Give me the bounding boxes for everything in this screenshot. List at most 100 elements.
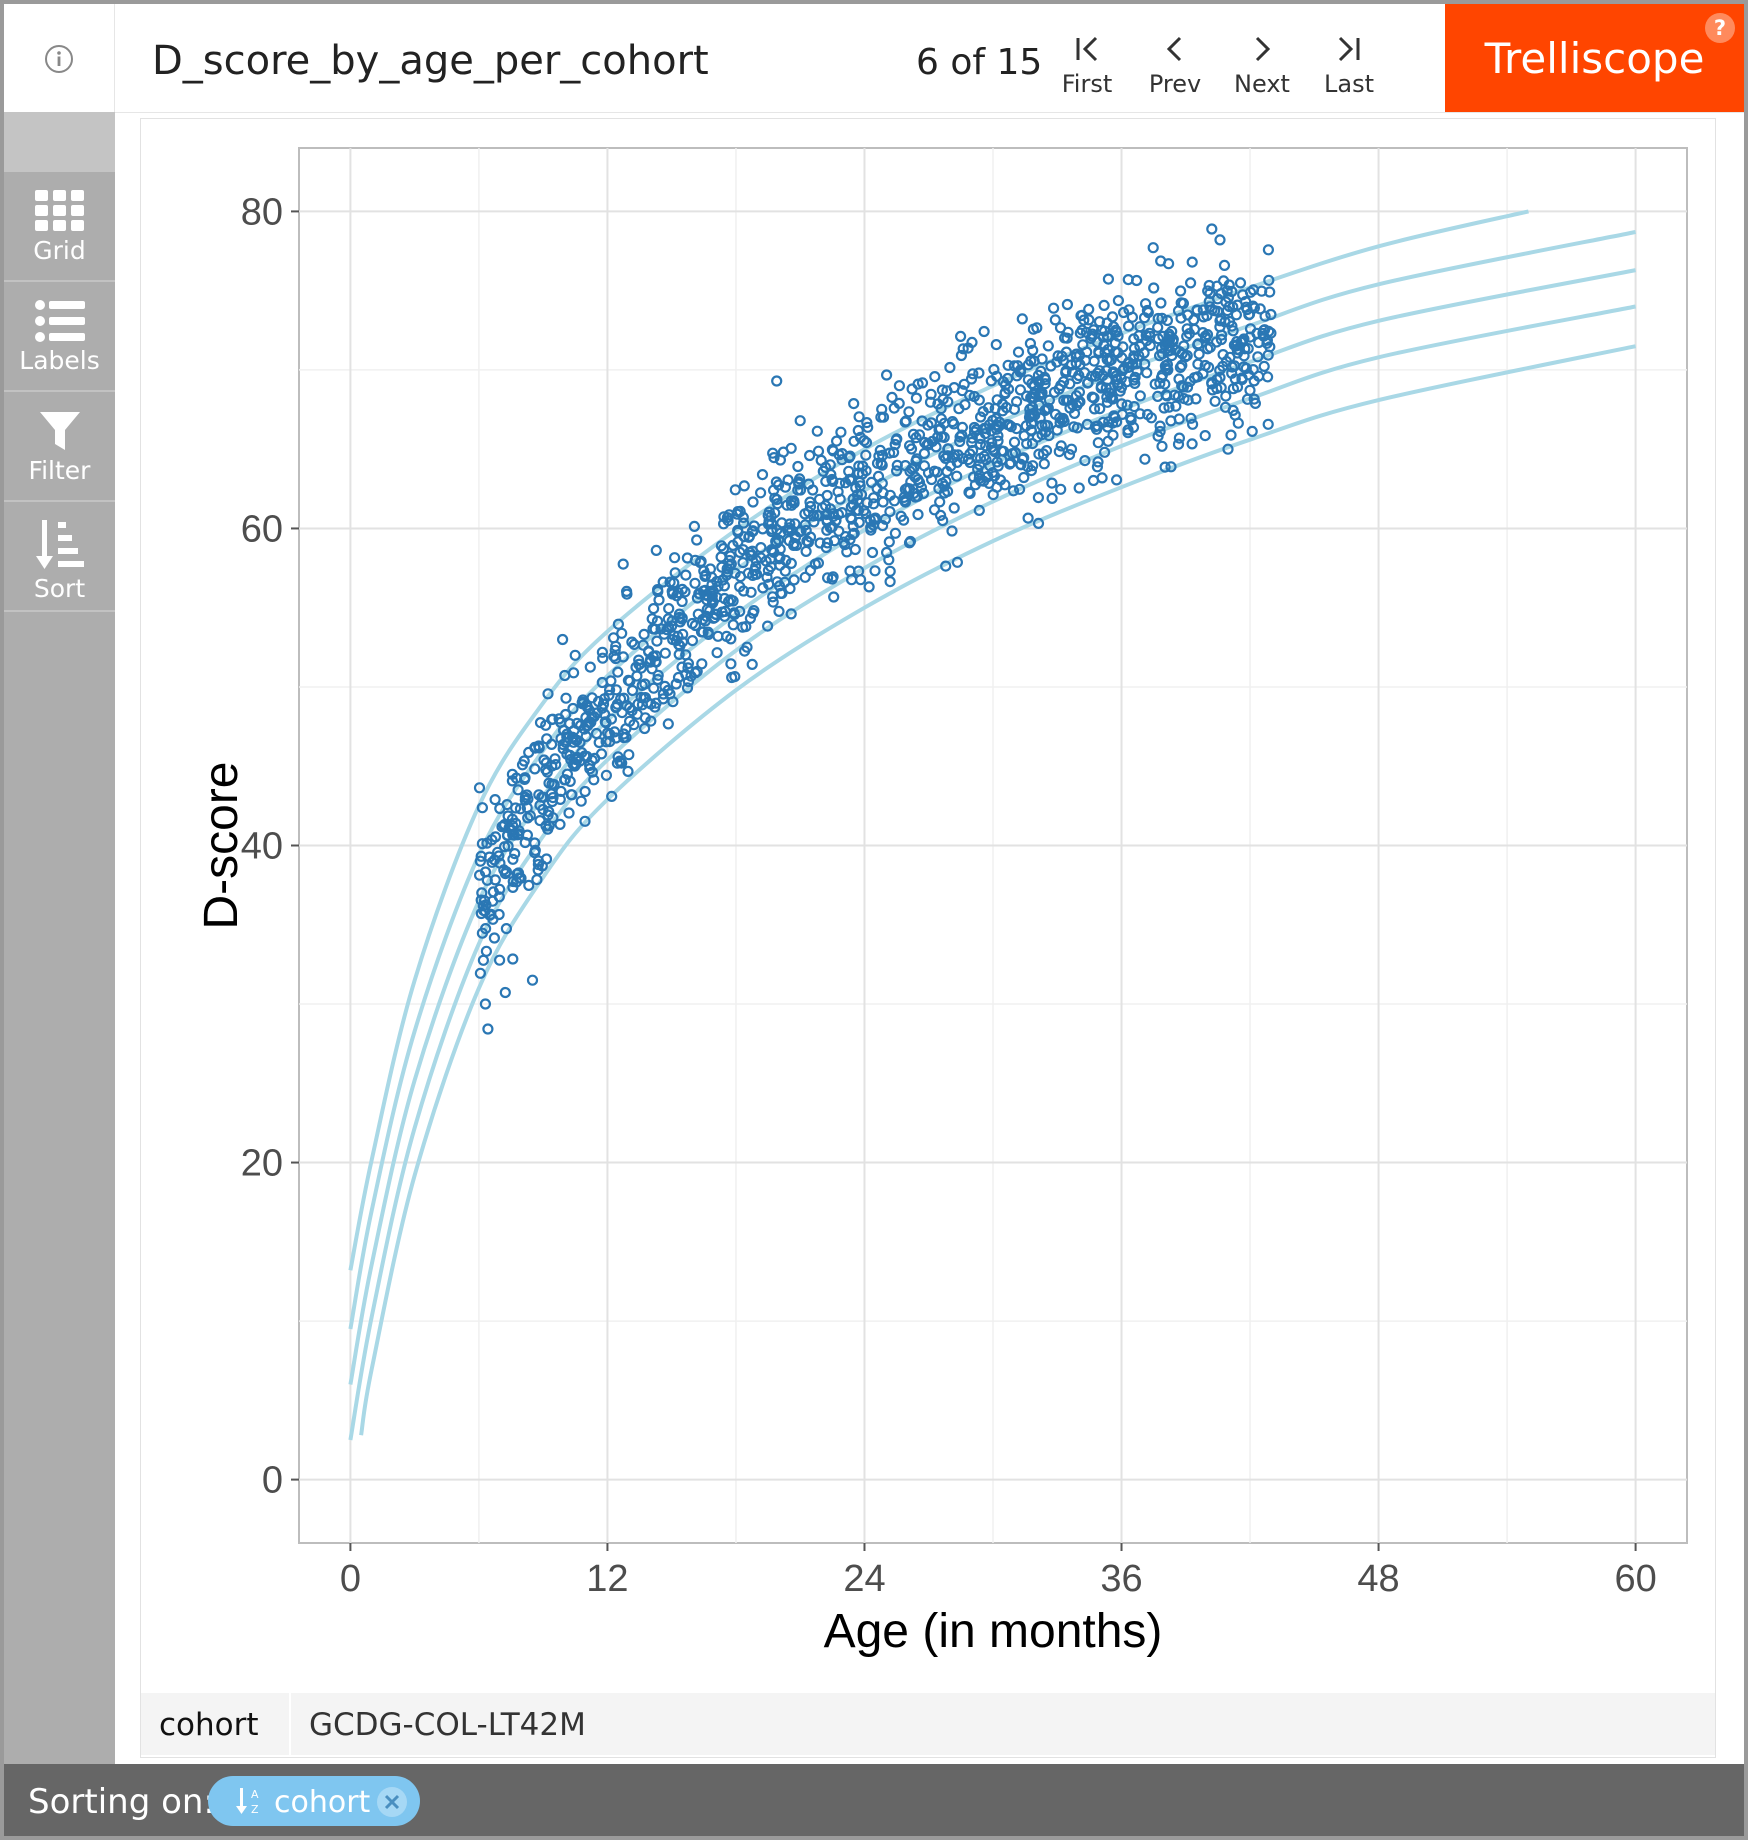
data-point (812, 445, 825, 457)
trelliscope-brand[interactable]: Trelliscope ? (1445, 4, 1744, 112)
data-point (668, 630, 680, 642)
data-point (1122, 320, 1135, 332)
data-point (547, 791, 559, 804)
data-point (486, 856, 498, 868)
data-point (1223, 300, 1236, 313)
data-point (761, 571, 773, 583)
info-button[interactable] (4, 4, 115, 112)
data-point (911, 453, 923, 465)
data-point (866, 546, 879, 559)
data-point (1163, 401, 1175, 413)
data-point (1106, 417, 1119, 429)
last-page-button[interactable]: Last (1304, 26, 1394, 112)
help-icon[interactable]: ? (1704, 12, 1736, 44)
data-point (554, 818, 566, 831)
data-point (622, 674, 634, 687)
data-point (487, 886, 499, 898)
data-point (848, 398, 860, 410)
data-point (1078, 367, 1091, 379)
first-page-button[interactable]: First (1042, 26, 1132, 112)
data-point (1165, 415, 1177, 427)
data-point (826, 473, 838, 486)
data-point (737, 557, 749, 569)
data-point (649, 656, 662, 668)
data-point (860, 449, 872, 461)
data-point (1178, 340, 1190, 352)
data-point (779, 481, 792, 493)
data-point (981, 471, 993, 483)
sort-chip[interactable]: A Z cohort (208, 1776, 420, 1826)
data-point (1031, 322, 1043, 334)
data-point (584, 763, 596, 775)
data-point (836, 454, 848, 466)
sidebar-item-filter[interactable]: Filter (4, 392, 115, 502)
list-icon (34, 300, 85, 342)
data-point (746, 549, 758, 561)
data-point (1225, 429, 1237, 441)
data-point (779, 565, 791, 577)
sidebar-item-sort[interactable]: Sort (4, 502, 115, 612)
panel-card[interactable]: 0 12 24 36 48 60 0 20 40 60 80 Age (in months) D-sco… (140, 118, 1716, 1758)
data-point (1058, 415, 1070, 428)
data-point (548, 778, 560, 791)
data-point (1265, 327, 1277, 339)
data-point (744, 612, 757, 624)
data-point (610, 652, 622, 665)
data-point (695, 555, 707, 567)
data-point (956, 429, 968, 441)
data-point (734, 581, 746, 593)
data-point (1253, 336, 1265, 349)
data-point (1192, 338, 1204, 350)
data-point (719, 605, 731, 617)
data-point (474, 869, 486, 881)
data-point (974, 432, 986, 444)
data-point (869, 565, 881, 577)
data-point (617, 558, 629, 570)
data-point (1246, 425, 1258, 437)
data-point (1172, 438, 1185, 450)
data-point-outlier (726, 671, 738, 684)
data-point (1152, 333, 1164, 345)
data-point (865, 476, 878, 488)
close-icon[interactable] (376, 1786, 408, 1818)
data-point (940, 560, 952, 572)
data-point (547, 812, 559, 824)
data-point (1138, 347, 1150, 359)
data-point (754, 487, 767, 499)
data-point (1159, 360, 1172, 372)
sidebar-item-grid[interactable]: Grid (4, 172, 115, 282)
data-point (476, 887, 488, 899)
data-point (1025, 392, 1037, 404)
data-point (1141, 367, 1153, 379)
data-point (557, 743, 569, 755)
data-point (567, 736, 580, 748)
data-point (1219, 316, 1231, 328)
data-point (1024, 408, 1036, 420)
x-tick-label: 36 (1100, 1558, 1142, 1600)
data-point (1102, 344, 1114, 356)
data-point (925, 417, 938, 429)
data-point (621, 585, 633, 597)
data-point-outlier (1162, 258, 1175, 270)
data-point (1159, 378, 1171, 390)
data-point (1249, 397, 1262, 409)
data-point (748, 520, 760, 532)
data-point (830, 435, 843, 447)
data-point (1032, 492, 1045, 504)
data-point (873, 450, 885, 462)
prev-page-button[interactable]: Prev (1130, 26, 1220, 112)
data-point (612, 666, 624, 678)
data-point (605, 713, 617, 725)
data-point (924, 396, 937, 408)
data-point (1015, 458, 1027, 470)
svg-text:A: A (251, 1788, 259, 1801)
data-point (1134, 408, 1146, 420)
next-page-button[interactable]: Next (1217, 26, 1307, 112)
data-point (928, 504, 941, 516)
data-point (583, 716, 595, 729)
sidebar-item-labels[interactable]: Labels (4, 282, 115, 392)
data-point (1071, 422, 1084, 434)
sidebar-item-label: Grid (33, 236, 86, 265)
data-point (1155, 297, 1167, 309)
